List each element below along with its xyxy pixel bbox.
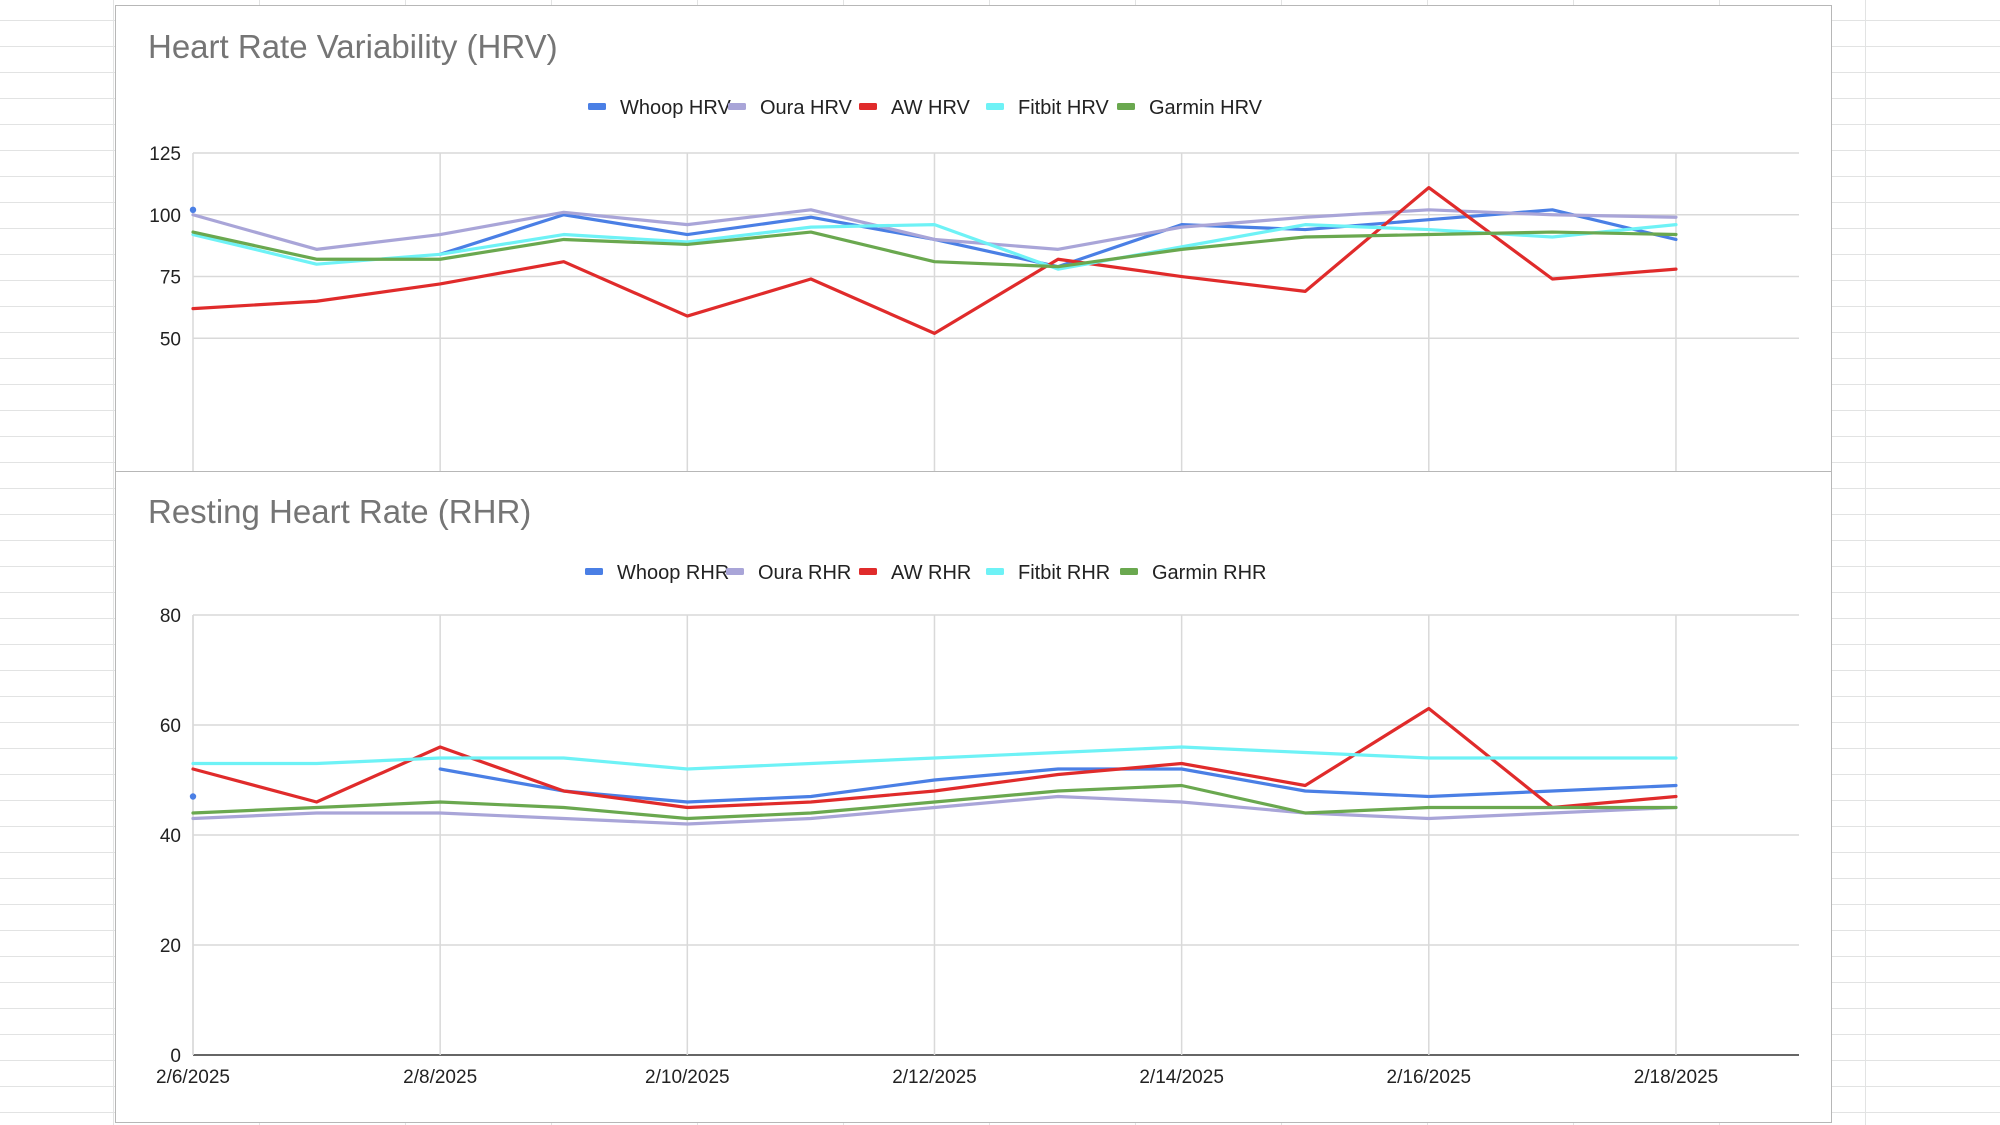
hrv-legend-swatch-aw xyxy=(859,103,877,110)
hrv-chart-title: Heart Rate Variability (HRV) xyxy=(148,28,558,65)
hrv-legend-item-whoop[interactable]: Whoop HRV xyxy=(588,97,731,119)
hrv-ytick-label: 75 xyxy=(160,268,181,289)
rhr-xtick-label: 2/16/2025 xyxy=(1387,1067,1472,1088)
rhr-legend-item-whoop[interactable]: Whoop RHR xyxy=(585,562,729,584)
rhr-legend-label-oura: Oura RHR xyxy=(758,562,851,584)
rhr-ytick-label: 20 xyxy=(160,936,181,957)
rhr-legend-swatch-aw xyxy=(859,568,877,575)
rhr-series-line-oura xyxy=(191,794,1678,826)
hrv-legend-swatch-fitbit xyxy=(986,103,1004,110)
rhr-series-point-whoop xyxy=(189,793,197,800)
hrv-series-line-fitbit xyxy=(191,223,1678,271)
hrv-series-line-garmin xyxy=(191,230,1678,269)
hrv-legend-label-oura: Oura HRV xyxy=(760,97,853,119)
rhr-series-oura[interactable] xyxy=(191,794,1678,826)
rhr-ytick-label: 60 xyxy=(160,716,181,737)
rhr-legend-swatch-fitbit xyxy=(986,568,1004,575)
hrv-legend-item-oura[interactable]: Oura HRV xyxy=(728,97,853,119)
rhr-legend-item-fitbit[interactable]: Fitbit RHR xyxy=(986,562,1110,584)
spreadsheet-background xyxy=(1832,0,2000,1125)
rhr-legend-label-whoop: Whoop RHR xyxy=(617,562,729,584)
rhr-xtick-label: 2/8/2025 xyxy=(403,1067,477,1088)
rhr-legend-label-aw: AW RHR xyxy=(891,562,971,584)
hrv-chart[interactable]: Heart Rate Variability (HRV) Whoop HRV Our… xyxy=(115,5,1832,473)
rhr-xtick-label: 2/18/2025 xyxy=(1634,1067,1719,1088)
hrv-legend-swatch-oura xyxy=(728,103,746,110)
hrv-ytick-label: 50 xyxy=(160,329,181,350)
hrv-series-oura[interactable] xyxy=(191,208,1678,251)
rhr-xtick-label: 2/6/2025 xyxy=(156,1067,230,1088)
rhr-xtick-label: 2/14/2025 xyxy=(1139,1067,1224,1088)
rhr-legend-item-oura[interactable]: Oura RHR xyxy=(726,562,851,584)
rhr-ytick-label: 0 xyxy=(170,1046,181,1067)
rhr-series-whoop[interactable] xyxy=(189,767,1678,804)
rhr-series-line-garmin xyxy=(191,783,1678,821)
hrv-ytick-label: 125 xyxy=(149,144,181,165)
hrv-legend-swatch-whoop xyxy=(588,103,606,110)
rhr-series-fitbit[interactable] xyxy=(191,745,1678,771)
hrv-series-garmin[interactable] xyxy=(191,230,1678,269)
hrv-legend-label-fitbit: Fitbit HRV xyxy=(1018,97,1109,119)
hrv-chart-canvas: Heart Rate Variability (HRV) Whoop HRV Our… xyxy=(148,28,1799,472)
rhr-legend-swatch-oura xyxy=(726,568,744,575)
rhr-xtick-label: 2/10/2025 xyxy=(645,1067,730,1088)
hrv-legend-item-aw[interactable]: AW HRV xyxy=(859,97,971,119)
hrv-legend-label-aw: AW HRV xyxy=(891,97,971,119)
rhr-chart-canvas: Resting Heart Rate (RHR) Whoop RHR Oura RH… xyxy=(148,493,1799,1088)
rhr-ytick-label: 80 xyxy=(160,606,181,627)
rhr-xtick-label: 2/12/2025 xyxy=(892,1067,977,1088)
rhr-legend-item-aw[interactable]: AW RHR xyxy=(859,562,971,584)
rhr-series-line-aw xyxy=(191,706,1678,810)
hrv-legend-label-whoop: Whoop HRV xyxy=(620,97,731,119)
hrv-series-line-oura xyxy=(191,208,1678,251)
rhr-chart-title: Resting Heart Rate (RHR) xyxy=(148,493,531,530)
rhr-series-aw[interactable] xyxy=(191,706,1678,810)
rhr-legend-item-garmin[interactable]: Garmin RHR xyxy=(1120,562,1266,584)
rhr-legend-swatch-garmin xyxy=(1120,568,1138,575)
rhr-legend-label-fitbit: Fitbit RHR xyxy=(1018,562,1110,584)
rhr-ytick-label: 40 xyxy=(160,826,181,847)
rhr-series-line-fitbit xyxy=(191,745,1678,771)
rhr-legend-swatch-whoop xyxy=(585,568,603,575)
rhr-series-garmin[interactable] xyxy=(191,783,1678,821)
rhr-series-line-whoop xyxy=(438,767,1678,804)
hrv-series-aw[interactable] xyxy=(191,185,1678,335)
hrv-series-line-aw xyxy=(191,185,1678,335)
hrv-series-point-whoop xyxy=(189,206,197,214)
hrv-series-fitbit[interactable] xyxy=(191,223,1678,271)
hrv-ytick-label: 100 xyxy=(149,206,181,227)
rhr-chart[interactable]: Resting Heart Rate (RHR) Whoop RHR Oura RH… xyxy=(115,471,1832,1123)
rhr-legend-label-garmin: Garmin RHR xyxy=(1152,562,1266,584)
hrv-legend-label-garmin: Garmin HRV xyxy=(1149,97,1263,119)
hrv-legend-item-fitbit[interactable]: Fitbit HRV xyxy=(986,97,1109,119)
hrv-legend-swatch-garmin xyxy=(1117,103,1135,110)
hrv-legend-item-garmin[interactable]: Garmin HRV xyxy=(1117,97,1263,119)
